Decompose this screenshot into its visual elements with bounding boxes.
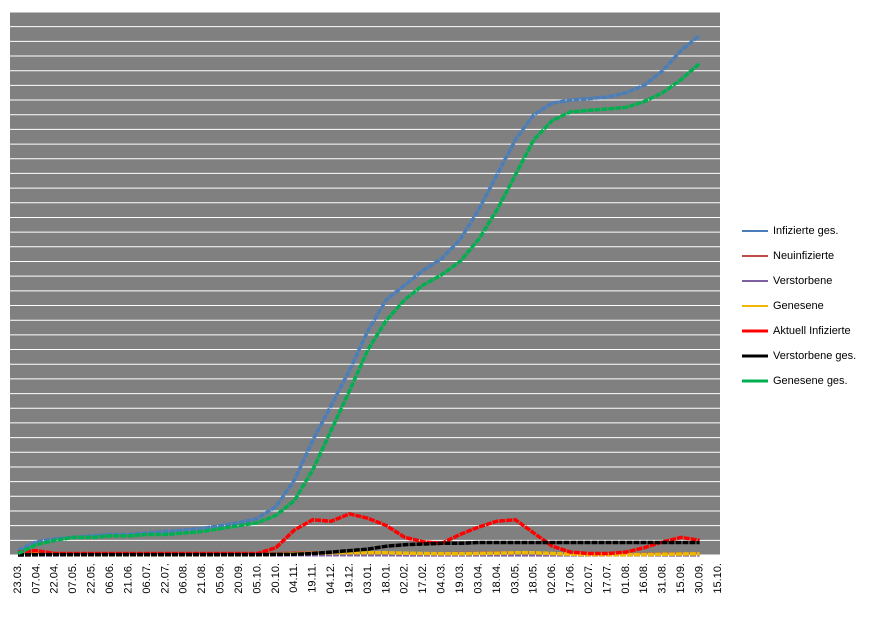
plot-area bbox=[10, 12, 720, 555]
x-tick-label: 31.08. bbox=[657, 563, 669, 594]
x-tick-label: 02.06. bbox=[546, 563, 558, 594]
x-tick-label: 04.03. bbox=[436, 563, 448, 594]
legend-label: Genesene ges. bbox=[773, 375, 848, 387]
x-tick-label: 03.05. bbox=[509, 563, 521, 594]
x-tick-label: 22.05. bbox=[86, 563, 98, 594]
x-tick-label: 21.06. bbox=[122, 563, 134, 594]
x-tick-label: 20.09. bbox=[233, 563, 245, 594]
x-tick-label: 22.04. bbox=[49, 563, 61, 594]
x-tick-label: 23.03. bbox=[12, 563, 24, 594]
x-tick-label: 04.12. bbox=[325, 563, 337, 594]
x-tick-label: 01.08. bbox=[620, 563, 632, 594]
legend-label: Aktuell Infizierte bbox=[773, 325, 851, 337]
x-tick-label: 17.02. bbox=[417, 563, 429, 594]
x-tick-label: 19.03. bbox=[454, 563, 466, 594]
x-tick-label: 03.04. bbox=[472, 563, 484, 594]
x-tick-label: 18.01. bbox=[380, 563, 392, 594]
x-tick-label: 06.07. bbox=[141, 563, 153, 594]
x-tick-label: 18.04. bbox=[491, 563, 503, 594]
x-tick-label: 04.11. bbox=[288, 563, 300, 593]
x-tick-label: 17.07. bbox=[601, 563, 613, 594]
x-tick-label: 17.06. bbox=[565, 563, 577, 594]
x-tick-label: 18.05. bbox=[528, 563, 540, 594]
legend-label: Verstorbene bbox=[773, 275, 832, 287]
legend-label: Infizierte ges. bbox=[773, 225, 838, 237]
x-tick-label: 30.09. bbox=[693, 563, 705, 594]
x-tick-label: 15.10. bbox=[712, 563, 724, 594]
x-tick-label: 03.01. bbox=[362, 563, 374, 594]
x-tick-label: 07.04. bbox=[30, 563, 42, 594]
x-tick-label: 21.08. bbox=[196, 563, 208, 594]
x-tick-label: 06.06. bbox=[104, 563, 116, 594]
x-tick-label: 05.09. bbox=[215, 563, 227, 594]
x-tick-label: 02.02. bbox=[399, 563, 411, 594]
legend-label: Neuinfizierte bbox=[773, 250, 834, 262]
x-tick-label: 05.10. bbox=[251, 563, 263, 594]
x-tick-label: 06.08. bbox=[178, 563, 190, 594]
x-tick-label: 02.07. bbox=[583, 563, 595, 594]
x-tick-label: 07.05. bbox=[67, 563, 79, 594]
x-tick-label: 15.09. bbox=[675, 563, 687, 594]
x-tick-label: 16.08. bbox=[638, 563, 650, 594]
x-tick-label: 20.10. bbox=[270, 563, 282, 594]
x-tick-label: 19.11. bbox=[307, 563, 319, 593]
legend-label: Verstorbene ges. bbox=[773, 350, 856, 362]
x-tick-label: 19.12. bbox=[343, 563, 355, 594]
legend-label: Genesene bbox=[773, 300, 824, 312]
x-tick-label: 22.07. bbox=[159, 563, 171, 594]
